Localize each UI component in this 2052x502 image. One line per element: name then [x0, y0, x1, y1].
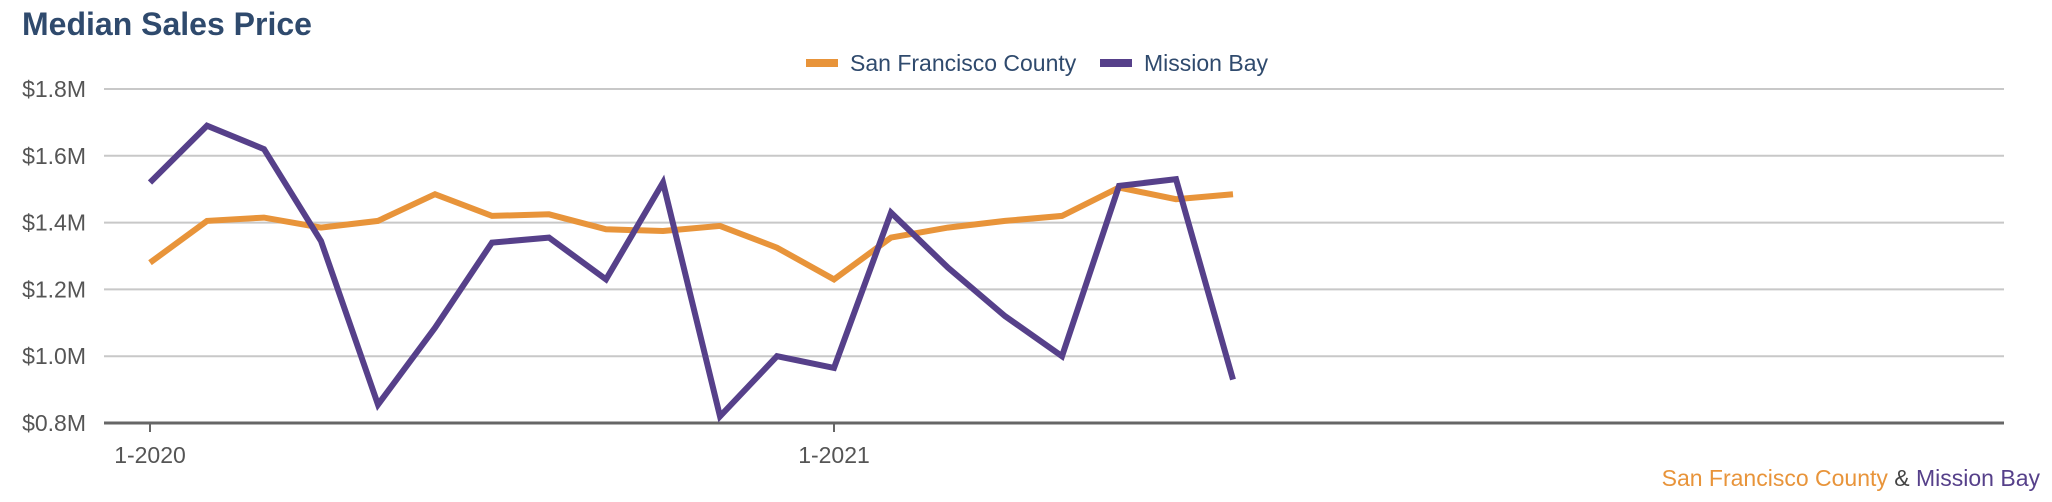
footer-ampersand: &	[1894, 465, 1910, 491]
series-line-mission-bay	[147, 122, 1236, 423]
series-line-san-francisco-county	[148, 184, 1234, 283]
series-lines	[147, 122, 1236, 423]
axes: $0.8M $1.0M $1.2M $1.4M $1.6M $1.8M 1-2020 1-20…	[22, 76, 2004, 468]
chart-footer: San Francisco County & Mission Bay	[1662, 465, 2040, 492]
chart-title: Median Sales Price	[22, 6, 312, 42]
y-tick-label: $1.8M	[22, 76, 86, 102]
x-tick-label: 1-2021	[798, 442, 870, 468]
y-tick-label: $0.8M	[22, 410, 86, 436]
x-tick-label: 1-2020	[114, 442, 186, 468]
y-tick-label: $1.0M	[22, 343, 86, 369]
footer-series-b: Mission Bay	[1916, 465, 2040, 491]
legend-label: San Francisco County	[850, 50, 1077, 76]
footer-series-a: San Francisco County	[1661, 465, 1888, 491]
y-tick-label: $1.6M	[22, 143, 86, 169]
legend: San Francisco County Mission Bay	[806, 50, 1268, 76]
grid-lines	[104, 88, 2004, 358]
y-tick-label: $1.4M	[22, 210, 86, 236]
legend-label: Mission Bay	[1144, 50, 1268, 76]
y-tick-label: $1.2M	[22, 276, 86, 302]
